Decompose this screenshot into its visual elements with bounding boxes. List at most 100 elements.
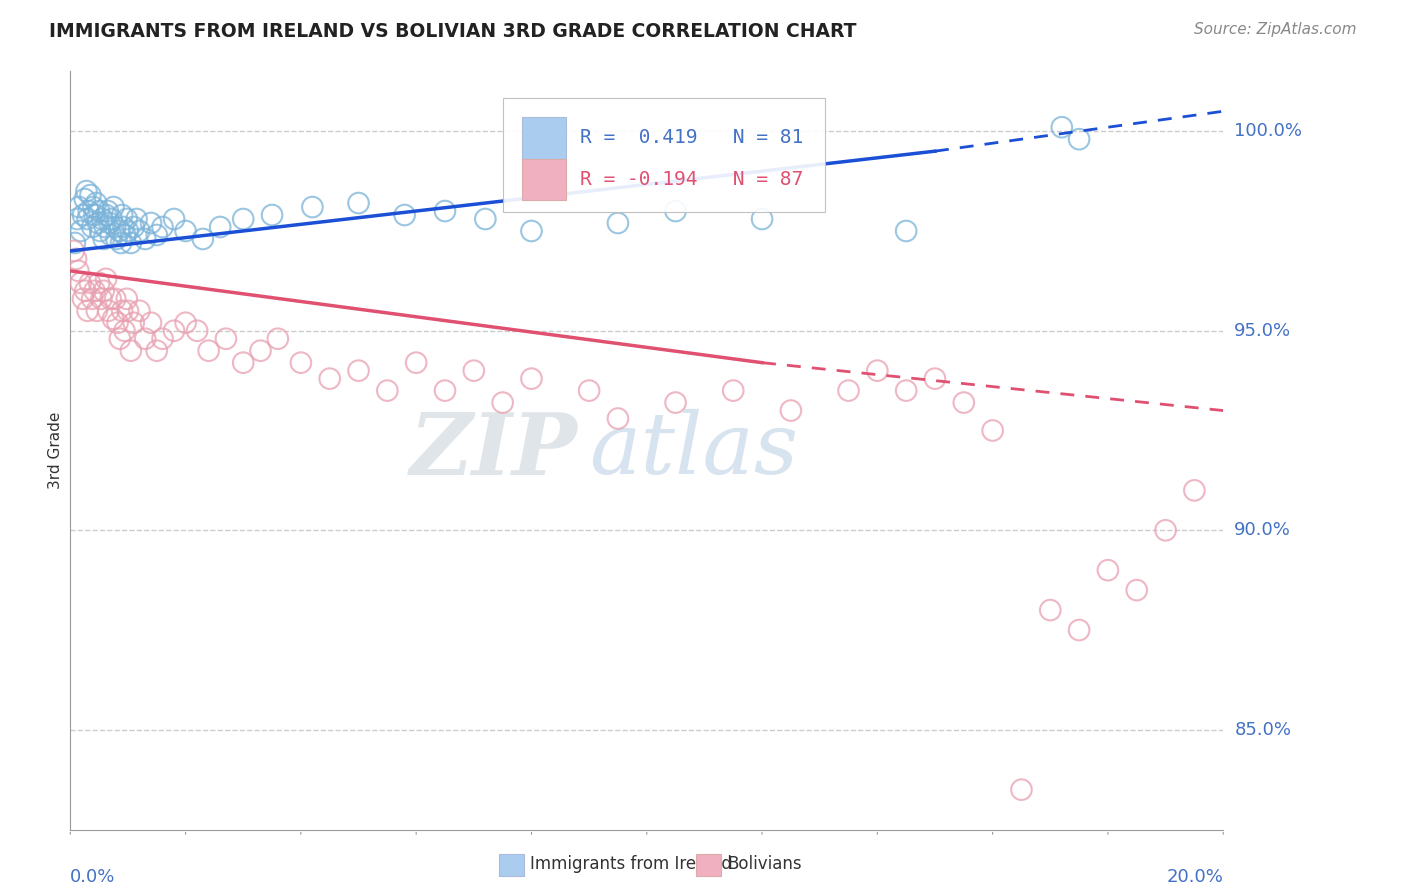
Point (111, 208, 134, 222)
Point (120, 235, 142, 250)
Text: R = -0.194   N = 87: R = -0.194 N = 87 (579, 170, 803, 189)
Point (100, 227, 122, 242)
Point (152, 219, 174, 234)
Point (115, 212, 138, 227)
Point (67, 200, 90, 214)
Point (665, 395, 688, 409)
Point (72, 292, 94, 306)
Text: 95.0%: 95.0% (1234, 322, 1292, 340)
Point (128, 303, 150, 318)
Point (87, 276, 111, 290)
Point (67, 264, 90, 278)
Point (108, 332, 131, 346)
Text: R =  0.419   N = 81: R = 0.419 N = 81 (579, 128, 803, 147)
Point (1039, 603, 1062, 617)
Point (139, 316, 162, 330)
Point (122, 219, 145, 234)
Point (134, 232, 156, 246)
Point (174, 316, 197, 330)
Point (83, 284, 105, 298)
Point (94, 208, 117, 222)
Point (520, 371, 543, 385)
Point (79, 188, 101, 202)
Point (751, 212, 773, 227)
Point (72, 208, 94, 222)
Point (607, 216, 630, 230)
Point (152, 332, 174, 346)
Point (1069, 623, 1091, 637)
Point (197, 343, 219, 358)
Point (97, 204, 120, 219)
Point (122, 316, 145, 330)
Point (94, 219, 117, 234)
Point (463, 364, 485, 378)
Point (520, 224, 543, 238)
Point (104, 219, 127, 234)
Point (100, 292, 122, 306)
Point (101, 311, 124, 326)
Text: Immigrants from Ireland: Immigrants from Ireland (530, 855, 733, 873)
Point (163, 212, 186, 227)
Point (82, 219, 104, 234)
Point (93, 232, 115, 246)
Point (665, 204, 688, 219)
Point (838, 384, 860, 398)
Point (1126, 583, 1149, 598)
Text: 0.0%: 0.0% (70, 869, 115, 887)
Point (492, 395, 515, 409)
Point (1050, 120, 1073, 135)
Point (128, 224, 150, 238)
Text: 20.0%: 20.0% (1167, 869, 1223, 887)
Point (77, 204, 100, 219)
Text: Source: ZipAtlas.com: Source: ZipAtlas.com (1194, 22, 1357, 37)
Point (290, 356, 312, 370)
Point (896, 384, 918, 398)
Point (301, 200, 323, 214)
Point (1069, 132, 1091, 146)
Point (262, 208, 284, 222)
Point (117, 303, 139, 318)
Point (191, 232, 214, 246)
Point (267, 332, 290, 346)
Text: Bolivians: Bolivians (727, 855, 801, 873)
Point (114, 227, 136, 242)
Point (91, 212, 114, 227)
Point (82, 200, 104, 214)
Point (63, 235, 86, 250)
Point (779, 403, 801, 417)
Point (115, 292, 138, 306)
Point (215, 332, 238, 346)
Point (76, 212, 98, 227)
Point (94, 272, 117, 286)
Point (84, 196, 107, 211)
Point (1010, 782, 1032, 797)
Point (474, 212, 496, 227)
Point (114, 324, 136, 338)
Y-axis label: 3rd Grade: 3rd Grade (48, 412, 63, 489)
Point (86, 303, 108, 318)
Point (101, 212, 124, 227)
Point (434, 384, 457, 398)
Point (723, 384, 745, 398)
Point (89, 224, 111, 238)
Point (98, 216, 121, 230)
FancyBboxPatch shape (503, 98, 825, 211)
Point (139, 216, 162, 230)
Point (896, 224, 918, 238)
Point (112, 219, 135, 234)
Point (347, 364, 370, 378)
Point (79, 276, 101, 290)
Point (62, 244, 84, 258)
Point (249, 343, 271, 358)
Point (76, 303, 98, 318)
Point (87, 204, 111, 219)
Point (117, 224, 139, 238)
Point (97, 303, 120, 318)
Point (90, 292, 112, 306)
Point (125, 212, 148, 227)
Point (105, 232, 128, 246)
Point (347, 196, 370, 211)
Point (69, 224, 91, 238)
Text: 100.0%: 100.0% (1234, 122, 1302, 140)
Point (146, 227, 169, 242)
